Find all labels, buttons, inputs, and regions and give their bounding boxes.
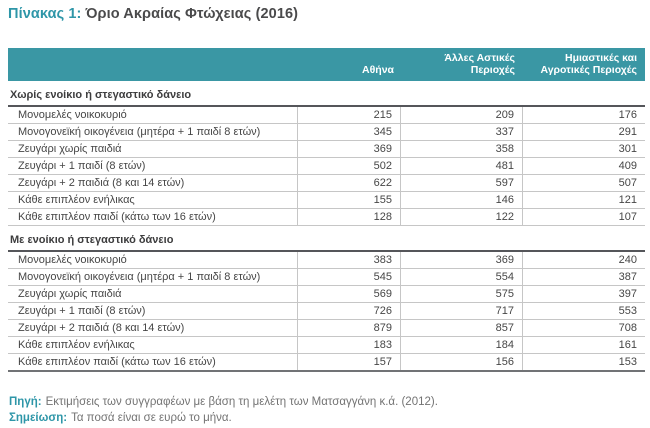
- cell-semiurban-rural: 153: [618, 356, 637, 368]
- table-row: Κάθε επιπλέον ενήλικας 155 146 121: [8, 192, 645, 209]
- section-header: Με ενοίκιο ή στεγαστικό δάνειο: [8, 226, 645, 252]
- poverty-line-table: Αθήνα Άλλες Αστικές Περιοχές Ημιαστικές …: [8, 48, 645, 372]
- cell-other-urban: 554: [401, 269, 523, 285]
- cell-other-urban: 156: [401, 354, 523, 370]
- cell-athens: 383: [298, 252, 401, 268]
- cell-athens: 569: [298, 286, 401, 302]
- cell-athens: 128: [298, 209, 401, 225]
- table-title-prefix: Πίνακας 1:: [8, 6, 82, 22]
- cell-semiurban-rural: 176: [618, 109, 637, 121]
- source-note-text: Εκτιμήσεις των συγγραφέων με βάση τη μελ…: [45, 396, 438, 408]
- table-row: Ζευγάρι + 2 παιδιά (8 και 14 ετών) 622 5…: [8, 175, 645, 192]
- cell-other-urban: 575: [401, 286, 523, 302]
- section-header: Χωρίς ενοίκιο ή στεγαστικό δάνειο: [8, 81, 645, 107]
- row-label: Ζευγάρι + 2 παιδιά (8 και 14 ετών): [8, 175, 298, 191]
- table-row: Μονογονεϊκή οικογένεια (μητέρα + 1 παιδί…: [8, 124, 645, 141]
- table-row: Μονογονεϊκή οικογένεια (μητέρα + 1 παιδί…: [8, 269, 645, 286]
- cell-semiurban-rural: 708: [618, 322, 637, 334]
- table-row: Ζευγάρι + 1 παιδί (8 ετών) 726 717 553: [8, 303, 645, 320]
- cell-semiurban-rural: 107: [618, 211, 637, 223]
- table-row: Μονομελές νοικοκυριό 383 369 240: [8, 252, 645, 269]
- cell-athens: 183: [298, 337, 401, 353]
- cell-athens: 155: [298, 192, 401, 208]
- table-title: Πίνακας 1: Όριο Ακραίας Φτώχειας (2016): [8, 6, 645, 22]
- source-note-label: Πηγή:: [9, 396, 42, 408]
- cell-semiurban-rural: 240: [618, 254, 637, 266]
- cell-other-urban: 717: [401, 303, 523, 319]
- row-label: Μονομελές νοικοκυριό: [8, 252, 298, 268]
- table-row: Μονομελές νοικοκυριό 215 209 176: [8, 107, 645, 124]
- cell-semiurban-rural: 387: [618, 271, 637, 283]
- cell-other-urban: 122: [401, 209, 523, 225]
- table-row: Κάθε επιπλέον παιδί (κάτω των 16 ετών) 1…: [8, 354, 645, 372]
- section-with-rent: Με ενοίκιο ή στεγαστικό δάνειο Μονομελές…: [8, 226, 645, 372]
- table-row: Ζευγάρι χωρίς παιδιά 369 358 301: [8, 141, 645, 158]
- cell-other-urban: 209: [401, 107, 523, 123]
- cell-other-urban: 337: [401, 124, 523, 140]
- cell-other-urban: 184: [401, 337, 523, 353]
- row-label: Ζευγάρι + 1 παιδί (8 ετών): [8, 303, 298, 319]
- source-note: Πηγή: Εκτιμήσεις των συγγραφέων με βάση τ…: [9, 394, 645, 410]
- cell-semiurban-rural: 291: [618, 126, 637, 138]
- cell-semiurban-rural: 121: [618, 194, 637, 206]
- row-label: Ζευγάρι + 1 παιδί (8 ετών): [8, 158, 298, 174]
- cell-semiurban-rural: 553: [618, 305, 637, 317]
- cell-other-urban: 857: [401, 320, 523, 336]
- cell-athens: 157: [298, 354, 401, 370]
- cell-other-urban: 597: [401, 175, 523, 191]
- table-row: Κάθε επιπλέον παιδί (κάτω των 16 ετών) 1…: [8, 209, 645, 226]
- row-label: Κάθε επιπλέον ενήλικας: [8, 192, 298, 208]
- table-row: Ζευγάρι + 1 παιδί (8 ετών) 502 481 409: [8, 158, 645, 175]
- row-label: Ζευγάρι χωρίς παιδιά: [8, 141, 298, 157]
- column-header-other-urban: Άλλες Αστικές Περιοχές: [444, 52, 515, 76]
- cell-athens: 215: [298, 107, 401, 123]
- cell-semiurban-rural: 397: [618, 288, 637, 300]
- column-header-athens: Αθήνα: [362, 64, 394, 76]
- cell-other-urban: 146: [401, 192, 523, 208]
- cell-semiurban-rural: 161: [618, 339, 637, 351]
- section-without-rent: Χωρίς ενοίκιο ή στεγαστικό δάνειο Μονομε…: [8, 81, 645, 226]
- row-label: Μονογονεϊκή οικογένεια (μητέρα + 1 παιδί…: [8, 124, 298, 140]
- row-label: Ζευγάρι + 2 παιδιά (8 και 14 ετών): [8, 320, 298, 336]
- row-label: Κάθε επιπλέον παιδί (κάτω των 16 ετών): [8, 209, 298, 225]
- table-row: Ζευγάρι + 2 παιδιά (8 και 14 ετών) 879 8…: [8, 320, 645, 337]
- cell-semiurban-rural: 409: [618, 160, 637, 172]
- column-header-semiurban-rural: Ημιαστικές και Αγροτικές Περιοχές: [540, 52, 637, 76]
- row-label: Κάθε επιπλέον ενήλικας: [8, 337, 298, 353]
- cell-semiurban-rural: 301: [618, 143, 637, 155]
- remark-note-label: Σημείωση:: [9, 412, 68, 424]
- cell-athens: 369: [298, 141, 401, 157]
- row-label: Μονογονεϊκή οικογένεια (μητέρα + 1 παιδί…: [8, 269, 298, 285]
- table-row: Ζευγάρι χωρίς παιδιά 569 575 397: [8, 286, 645, 303]
- table-header-row: Αθήνα Άλλες Αστικές Περιοχές Ημιαστικές …: [8, 48, 645, 81]
- cell-athens: 726: [298, 303, 401, 319]
- remark-note-text: Τα ποσά είναι σε ευρώ το μήνα.: [71, 412, 232, 424]
- cell-other-urban: 481: [401, 158, 523, 174]
- cell-athens: 879: [298, 320, 401, 336]
- cell-other-urban: 369: [401, 252, 523, 268]
- cell-other-urban: 358: [401, 141, 523, 157]
- cell-athens: 622: [298, 175, 401, 191]
- row-label: Κάθε επιπλέον παιδί (κάτω των 16 ετών): [8, 354, 298, 370]
- row-label: Μονομελές νοικοκυριό: [8, 107, 298, 123]
- table-notes: Πηγή: Εκτιμήσεις των συγγραφέων με βάση τ…: [8, 394, 645, 426]
- remark-note: Σημείωση: Τα ποσά είναι σε ευρώ το μήνα.: [9, 410, 645, 426]
- table-row: Κάθε επιπλέον ενήλικας 183 184 161: [8, 337, 645, 354]
- cell-athens: 545: [298, 269, 401, 285]
- cell-athens: 345: [298, 124, 401, 140]
- table-title-text: Όριο Ακραίας Φτώχειας (2016): [85, 6, 299, 22]
- cell-semiurban-rural: 507: [618, 177, 637, 189]
- cell-athens: 502: [298, 158, 401, 174]
- row-label: Ζευγάρι χωρίς παιδιά: [8, 286, 298, 302]
